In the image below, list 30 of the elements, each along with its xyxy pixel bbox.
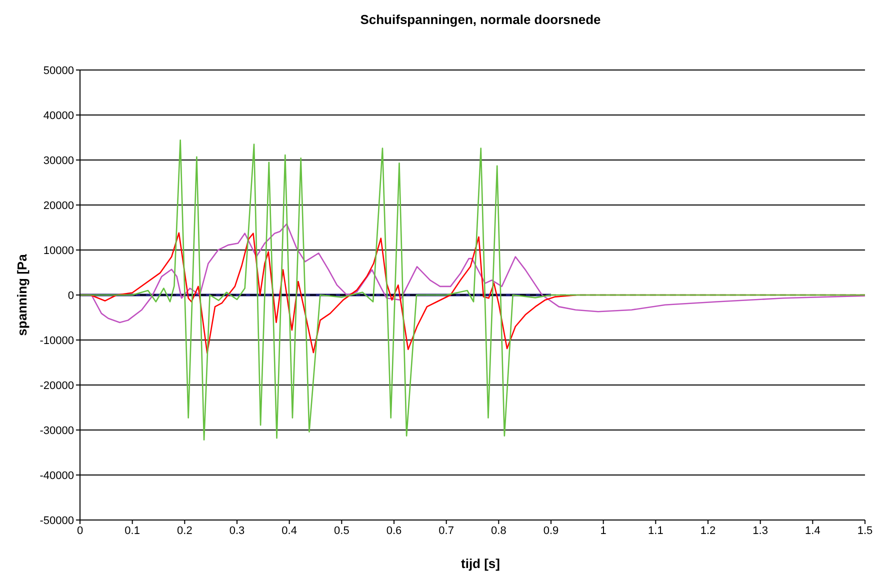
x-tick-label: 1.5 (857, 524, 873, 537)
x-tick-label: 0.4 (282, 524, 297, 537)
x-tick-label: 0.6 (386, 524, 402, 537)
y-tick-label: 50000 (43, 64, 74, 77)
y-tick-label: 0 (68, 290, 74, 302)
y-tick-label: 30000 (43, 154, 74, 167)
x-tick-label: 0.5 (334, 524, 350, 537)
y-tick-label: -30000 (40, 424, 74, 437)
y-tick-label: 20000 (43, 200, 74, 212)
x-tick-label: 0.7 (438, 524, 454, 537)
y-tick-label: -10000 (40, 334, 74, 347)
x-tick-label: 0.9 (543, 524, 559, 537)
chart-title: Schuifspanningen, normale doorsnede (359, 12, 602, 27)
x-tick-label: 1.2 (700, 524, 716, 537)
x-tick-label: 1.3 (752, 524, 768, 537)
x-tick-label: 0.3 (229, 524, 245, 537)
y-tick-label: -20000 (40, 380, 74, 392)
y-tick-label: 40000 (43, 110, 74, 122)
x-tick-label: 1.1 (648, 524, 664, 537)
x-axis-title: tijd [s] (460, 556, 501, 571)
x-tick-label: 1 (600, 524, 606, 537)
x-tick-label: 0.1 (124, 524, 140, 537)
x-tick-label: 1.4 (805, 524, 820, 537)
y-tick-label: -40000 (40, 470, 74, 482)
y-tick-label: 10000 (43, 244, 74, 257)
x-tick-label: 0 (76, 524, 84, 537)
x-tick-label: 0.2 (177, 524, 192, 537)
x-tick-label: 0.8 (491, 524, 506, 537)
y-tick-label: -50000 (40, 514, 74, 527)
y-axis-title: spanning [Pa (14, 253, 30, 336)
